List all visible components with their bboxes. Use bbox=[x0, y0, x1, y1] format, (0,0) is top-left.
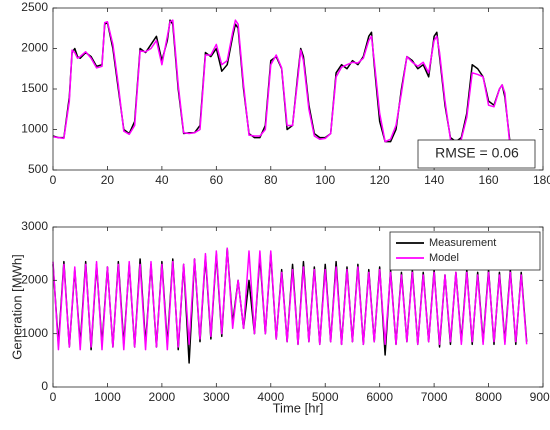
x-tick-label: 8000 bbox=[475, 390, 502, 404]
y-tick-label: 500 bbox=[28, 162, 48, 176]
x-tick-label: 4000 bbox=[257, 390, 284, 404]
x-tick-label: 100 bbox=[315, 173, 335, 187]
x-tick-label: 20 bbox=[101, 173, 115, 187]
y-tick-label: 1500 bbox=[21, 81, 48, 95]
legend-label: Model bbox=[429, 252, 459, 264]
x-tick-label: 60 bbox=[210, 173, 224, 187]
x-tick-label: 5000 bbox=[312, 390, 339, 404]
x-tick-label: 0 bbox=[50, 390, 57, 404]
annotation-box bbox=[417, 139, 536, 169]
x-tick-label: 160 bbox=[479, 173, 499, 187]
x-axis-label: Time [hr] bbox=[273, 400, 324, 415]
y-tick-label: 1000 bbox=[21, 122, 48, 136]
x-tick-label: 0 bbox=[50, 173, 57, 187]
y-tick-label: 2500 bbox=[21, 0, 48, 14]
legend-box bbox=[389, 231, 541, 271]
axes-box bbox=[52, 226, 544, 388]
x-tick-label: 1000 bbox=[94, 390, 121, 404]
y-tick-label: 3000 bbox=[21, 219, 48, 233]
legend-label: Measurement bbox=[429, 237, 496, 249]
x-tick-label: 80 bbox=[264, 173, 278, 187]
x-tick-label: 120 bbox=[370, 173, 390, 187]
x-tick-label: 3000 bbox=[203, 390, 230, 404]
x-tick-label: 180 bbox=[533, 173, 550, 187]
series-line bbox=[52, 247, 528, 351]
x-tick-label: 140 bbox=[424, 173, 444, 187]
x-tick-label: 6000 bbox=[366, 390, 393, 404]
x-tick-label: 2000 bbox=[149, 390, 176, 404]
y-tick-label: 2000 bbox=[21, 41, 48, 55]
y-tick-label: 2000 bbox=[21, 273, 48, 287]
y-axis-label: Generation [MWh] bbox=[9, 254, 24, 360]
y-tick-label: 1000 bbox=[21, 326, 48, 340]
y-tick-label: 0 bbox=[41, 379, 48, 393]
series-line bbox=[52, 19, 512, 151]
x-tick-label: 40 bbox=[155, 173, 169, 187]
x-tick-label: 7000 bbox=[421, 390, 448, 404]
annotation: RMSE = 0.06 bbox=[435, 145, 519, 161]
